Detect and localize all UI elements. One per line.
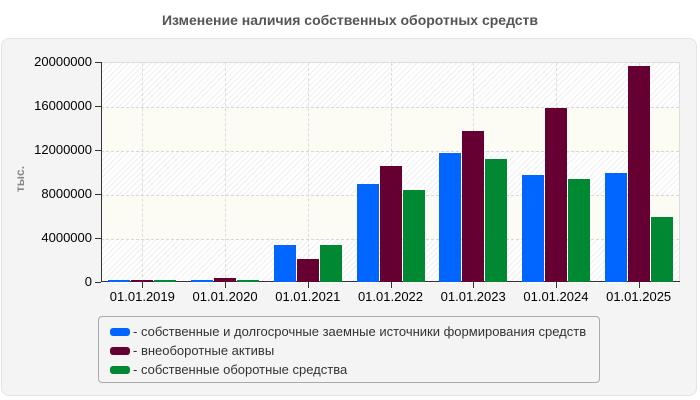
y-axis	[101, 62, 102, 282]
x-tick	[638, 282, 640, 288]
y-tick	[95, 237, 101, 239]
y-tick	[95, 61, 101, 63]
legend-label: - внеоборотные активы	[133, 343, 275, 358]
bar[interactable]	[379, 165, 402, 282]
y-tick-label: 8000000	[41, 186, 92, 201]
y-tick-label: 16000000	[34, 98, 92, 113]
x-tick	[225, 282, 227, 288]
bar[interactable]	[439, 153, 462, 282]
y-tick-label: 12000000	[34, 142, 92, 157]
legend-item[interactable]: - внеоборотные активы	[110, 341, 599, 360]
bar[interactable]	[131, 280, 154, 282]
y-tick	[95, 193, 101, 195]
bar[interactable]	[521, 174, 544, 282]
y-tick	[95, 149, 101, 151]
bar[interactable]	[319, 245, 342, 282]
grid-line-horizontal	[101, 107, 679, 108]
bar[interactable]	[627, 66, 650, 282]
x-tick-label: 01.01.2022	[357, 289, 424, 304]
bar[interactable]	[604, 173, 627, 282]
bar[interactable]	[402, 190, 425, 282]
bar[interactable]	[462, 131, 485, 282]
bar[interactable]	[108, 280, 131, 282]
bar[interactable]	[273, 245, 296, 282]
bar[interactable]	[237, 280, 260, 282]
x-tick	[142, 282, 144, 288]
x-tick	[390, 282, 392, 288]
bar[interactable]	[296, 259, 319, 282]
x-tick-label: 01.01.2020	[192, 289, 258, 304]
legend-item[interactable]: - собственные оборотные средства	[110, 360, 599, 379]
x-tick	[473, 282, 475, 288]
y-tick	[95, 105, 101, 107]
x-tick	[555, 282, 557, 288]
grid-line-horizontal	[101, 151, 679, 152]
x-tick-label: 01.01.2021	[275, 289, 341, 304]
x-tick-label: 01.01.2023	[440, 289, 506, 304]
y-tick-label: 20000000	[34, 54, 92, 69]
bar[interactable]	[544, 108, 567, 282]
bar[interactable]	[154, 280, 177, 282]
x-tick-label: 01.01.2024	[523, 289, 589, 304]
legend-label: - собственные оборотные средства	[133, 362, 348, 377]
x-tick-label: 01.01.2019	[109, 289, 175, 304]
x-tick	[307, 282, 309, 288]
legend-swatch-icon	[110, 365, 130, 374]
legend: - собственные и долгосрочные заемные ист…	[98, 316, 600, 383]
legend-swatch-icon	[110, 346, 130, 355]
grid-line-vertical	[307, 63, 309, 282]
y-tick	[95, 281, 101, 283]
grid-line-vertical	[225, 63, 227, 282]
legend-label: - собственные и долгосрочные заемные ист…	[133, 324, 587, 339]
y-tick-label: 4000000	[41, 230, 92, 245]
bar[interactable]	[567, 179, 590, 282]
y-tick-label: 0	[84, 274, 92, 289]
grid-band	[101, 107, 679, 151]
legend-swatch-icon	[110, 327, 130, 336]
bar[interactable]	[191, 280, 214, 282]
bar[interactable]	[650, 217, 673, 282]
x-tick-label: 01.01.2025	[606, 289, 672, 304]
chart-title: Изменение наличия собственных оборотных …	[161, 12, 539, 28]
grid-line-vertical	[142, 63, 144, 282]
legend-item[interactable]: - собственные и долгосрочные заемные ист…	[110, 322, 599, 341]
bar[interactable]	[485, 158, 508, 282]
grid-band	[101, 63, 679, 107]
bar[interactable]	[214, 278, 237, 282]
bar[interactable]	[356, 184, 379, 282]
